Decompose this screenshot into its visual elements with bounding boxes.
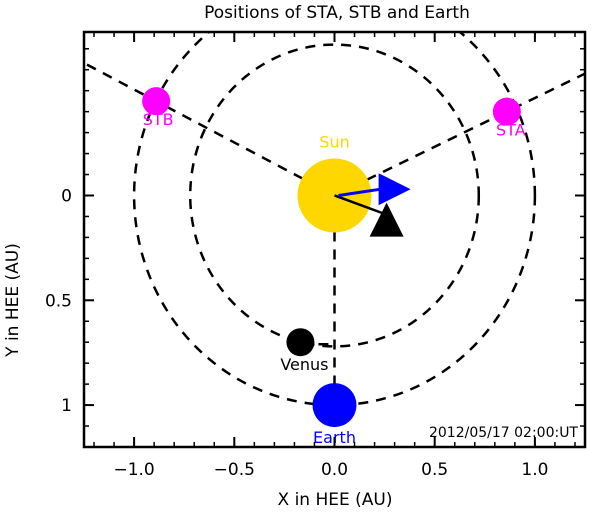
x-tick-label: 0.0 — [321, 460, 348, 480]
x-tick-label: 0.5 — [421, 460, 448, 480]
sightline-sta — [333, 72, 585, 197]
earth-marker — [312, 383, 357, 428]
timestamp-label: 2012/05/17 02:00:UT — [429, 425, 578, 441]
sun-label: Sun — [319, 132, 349, 151]
venus-label: Venus — [280, 355, 328, 374]
stb-marker — [142, 87, 171, 116]
sta-marker — [492, 97, 521, 126]
direction-line-blue — [338, 187, 381, 197]
black-triangle-marker — [369, 202, 404, 237]
x-tick-label: 1.0 — [521, 460, 548, 480]
plot-area — [84, 32, 585, 428]
markers-layer — [334, 173, 411, 237]
orbits-layer — [132, 32, 537, 407]
x-tick-label: −1.0 — [113, 460, 154, 480]
y-axis-ticks: 00.51 — [45, 48, 585, 448]
direction-line-black — [334, 194, 388, 216]
y-axis-label: Y in HEE (AU) — [3, 243, 23, 358]
y-tick-label: 0 — [61, 186, 72, 206]
stb-label: STB — [143, 110, 174, 129]
venus-orbit — [188, 43, 481, 348]
diagram-title: Positions of STA, STB and Earth — [204, 3, 470, 23]
x-axis-ticks: −1.0 −0.5 0.0 0.5 1.0 — [93, 32, 576, 480]
blue-triangle-marker — [378, 173, 411, 206]
earth-orbit — [132, 32, 537, 407]
x-tick-label: −0.5 — [214, 460, 255, 480]
y-tick-label: 1 — [61, 396, 72, 416]
x-axis-label: X in HEE (AU) — [278, 490, 393, 510]
y-tick-label: 0.5 — [45, 291, 72, 311]
sta-label: STA — [496, 121, 526, 140]
venus-marker — [286, 328, 315, 357]
